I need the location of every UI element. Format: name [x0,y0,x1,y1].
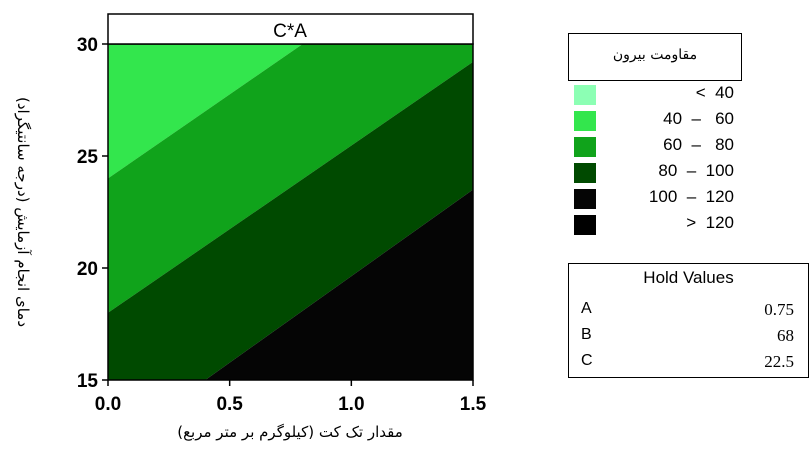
legend-label: < 40 [695,83,734,102]
y-tick-label: 25 [77,147,99,168]
region-80-100 [108,61,473,381]
contour-regions [108,44,474,381]
legend-swatch [574,85,596,105]
legend-label: 40 – 60 [663,109,734,128]
legend-swatch [574,137,596,157]
hold-row: A 0.75 [581,300,794,322]
hold-values-box: Hold Values A 0.75 B 68 C 22.5 [568,263,809,378]
legend-label: 60 – 80 [663,135,734,154]
hold-row: C 22.5 [581,352,794,374]
panel-title: C*A [273,21,307,42]
y-axis-title: دمای انجام آزمایش (درجه سانتیگراد) [14,97,32,327]
hold-factor-value: 22.5 [764,352,794,371]
hold-factor-name: B [581,326,592,343]
legend-item: 100 – 120 [574,187,740,211]
x-tick-label: 0.5 [216,394,243,415]
legend-swatch [574,163,596,183]
legend-swatch [574,189,596,209]
x-tick-label: 0.0 [95,394,121,415]
y-tick-label: 30 [77,35,98,56]
legend-item: < 40 [574,83,740,107]
hold-factor-name: C [581,352,593,369]
x-tick-label: 1.0 [338,394,364,415]
region-100-120 [205,189,474,380]
legend-item: > 120 [574,213,740,237]
title-strip [107,13,474,45]
legend-item: 60 – 80 [574,135,740,159]
legend: مقاومت بیرون < 40 40 – 60 60 – 80 80 – 1… [568,33,742,255]
hold-factor-name: A [581,300,592,317]
x-axis-title: مقدار تک کت (کیلوگرم بر متر مربع) [177,423,403,441]
legend-swatch [574,111,596,131]
legend-swatch [574,215,596,235]
x-tick-label: 1.5 [460,394,487,415]
legend-item: 40 – 60 [574,109,740,133]
legend-item: 80 – 100 [574,161,740,185]
hold-row: B 68 [581,326,794,348]
y-tick-label: 15 [77,371,99,392]
axis-ticks: 0.0 0.5 1.0 1.5 15 20 25 30 [77,35,487,415]
legend-title-box: مقاومت بیرون [568,33,742,81]
hold-values-title: Hold Values [643,268,734,287]
legend-label: > 120 [686,213,734,232]
y-tick-label: 20 [77,259,98,280]
hold-factor-value: 68 [777,326,794,345]
region-60-80 [108,44,473,313]
legend-label: 80 – 100 [658,161,734,180]
legend-label: 100 – 120 [648,187,734,206]
legend-title: مقاومت بیرون [612,47,698,63]
hold-factor-value: 0.75 [764,300,794,319]
